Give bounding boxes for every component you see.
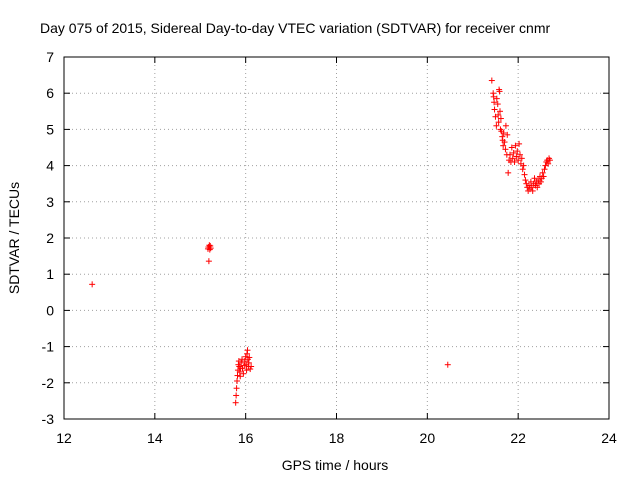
y-tick-label: 2 — [46, 230, 54, 246]
data-point — [528, 184, 535, 191]
data-point — [545, 160, 552, 167]
y-tick-label: 6 — [46, 85, 54, 101]
y-tick-label: -1 — [42, 339, 55, 355]
data-point — [502, 122, 509, 129]
y-axis-label: SDTVAR / TECUs — [6, 182, 22, 294]
data-point — [444, 361, 451, 368]
data-point — [539, 169, 546, 176]
data-point — [518, 155, 525, 162]
data-point — [546, 157, 553, 164]
data-point — [513, 153, 520, 160]
y-tick-label: 3 — [46, 194, 54, 210]
data-point — [232, 399, 239, 406]
x-axis-label: GPS time / hours — [282, 457, 389, 473]
data-point — [247, 366, 254, 373]
data-point — [207, 245, 214, 252]
data-point — [493, 122, 500, 129]
data-point — [515, 157, 522, 164]
data-point — [495, 119, 502, 126]
x-tick-label: 14 — [147, 430, 163, 446]
data-point — [508, 144, 515, 151]
data-point — [522, 177, 529, 184]
data-point — [89, 281, 96, 288]
data-point — [233, 392, 240, 399]
y-tick-label: -2 — [42, 375, 55, 391]
data-point — [238, 359, 245, 366]
data-point — [245, 359, 252, 366]
x-tick-label: 22 — [510, 430, 526, 446]
y-tick-label: -3 — [42, 411, 55, 427]
data-point — [491, 99, 498, 106]
data-point — [234, 372, 241, 379]
data-points — [89, 77, 553, 406]
data-point — [500, 142, 507, 149]
chart-title: Day 075 of 2015, Sidereal Day-to-day VTE… — [40, 20, 550, 36]
data-point — [488, 77, 495, 84]
x-axis-ticks: 12 14 16 18 20 22 24 — [56, 57, 617, 446]
data-point — [497, 108, 503, 115]
data-point — [540, 173, 547, 180]
data-point — [505, 169, 512, 176]
data-point — [496, 88, 503, 95]
y-tick-label: 0 — [46, 302, 54, 318]
data-point — [237, 373, 244, 380]
data-point — [243, 367, 250, 374]
data-point — [541, 166, 548, 173]
data-point — [234, 377, 241, 384]
data-point — [240, 370, 247, 377]
data-point — [521, 171, 528, 178]
data-point — [241, 358, 248, 365]
data-point — [512, 142, 519, 149]
x-tick-label: 16 — [238, 430, 254, 446]
data-point — [494, 101, 501, 108]
data-point — [493, 95, 500, 102]
data-point — [233, 385, 240, 392]
data-point — [246, 354, 253, 361]
y-tick-label: 5 — [46, 121, 54, 137]
data-point — [504, 131, 511, 138]
data-point — [529, 187, 536, 194]
data-point — [495, 111, 502, 118]
data-point — [534, 184, 541, 191]
data-point — [244, 347, 251, 354]
y-axis-ticks: -3 -2 -1 0 1 2 3 4 5 6 7 — [42, 49, 609, 427]
y-tick-label: 1 — [46, 266, 54, 282]
data-point — [510, 149, 517, 156]
data-point — [516, 151, 523, 158]
data-point — [516, 140, 523, 147]
x-tick-label: 12 — [56, 430, 72, 446]
data-point — [500, 130, 507, 137]
data-point — [490, 93, 497, 100]
x-tick-label: 20 — [420, 430, 436, 446]
data-point — [491, 106, 498, 113]
y-tick-label: 4 — [46, 158, 54, 174]
data-point — [514, 148, 521, 155]
data-point — [519, 166, 526, 173]
data-point — [501, 139, 508, 146]
x-tick-label: 18 — [329, 430, 345, 446]
data-point — [497, 115, 504, 122]
data-point — [511, 158, 518, 165]
data-point — [205, 258, 212, 265]
data-point — [248, 363, 255, 370]
data-point — [537, 178, 544, 185]
y-tick-label: 7 — [46, 49, 54, 65]
data-point — [502, 146, 509, 153]
x-tick-label: 24 — [601, 430, 617, 446]
data-point — [509, 155, 516, 162]
data-point — [531, 175, 538, 182]
grid-lines — [64, 57, 609, 419]
data-point — [520, 162, 527, 169]
data-point — [506, 151, 513, 158]
